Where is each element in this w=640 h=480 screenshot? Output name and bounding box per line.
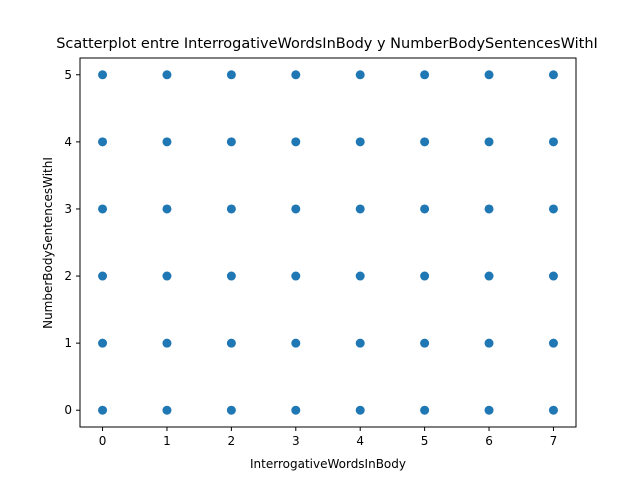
- data-point: [162, 338, 172, 348]
- data-point: [420, 271, 430, 281]
- data-point: [355, 137, 365, 147]
- data-point: [162, 271, 172, 281]
- data-point: [355, 405, 365, 415]
- data-point: [226, 70, 236, 80]
- y-tick-label: 3: [64, 202, 72, 216]
- y-axis-label: NumberBodySentencesWithI: [41, 157, 55, 329]
- y-tick-label: 1: [64, 336, 72, 350]
- data-point: [548, 70, 558, 80]
- y-tick-label: 2: [64, 269, 72, 283]
- data-point: [162, 204, 172, 214]
- data-point: [484, 137, 494, 147]
- data-point: [226, 338, 236, 348]
- data-point: [548, 204, 558, 214]
- y-tick-label: 5: [64, 68, 72, 82]
- data-point: [226, 405, 236, 415]
- data-point: [162, 70, 172, 80]
- data-point: [291, 204, 301, 214]
- data-point: [420, 405, 430, 415]
- x-tick-label: 0: [99, 434, 107, 448]
- data-point: [548, 405, 558, 415]
- data-point: [355, 204, 365, 214]
- data-point: [226, 204, 236, 214]
- data-point: [98, 271, 108, 281]
- data-point: [162, 137, 172, 147]
- x-axis-label: InterrogativeWordsInBody: [250, 457, 406, 471]
- x-tick-label: 5: [421, 434, 429, 448]
- data-point: [291, 271, 301, 281]
- x-tick-label: 6: [485, 434, 493, 448]
- data-point: [98, 204, 108, 214]
- data-point: [420, 338, 430, 348]
- x-tick-label: 4: [356, 434, 364, 448]
- data-point: [548, 338, 558, 348]
- data-point: [420, 204, 430, 214]
- data-point: [291, 338, 301, 348]
- data-point: [484, 338, 494, 348]
- data-point: [484, 204, 494, 214]
- data-point: [291, 405, 301, 415]
- chart-title: Scatterplot entre InterrogativeWordsInBo…: [56, 36, 598, 52]
- y-axis-ticks: 0 1 2 3 4 5: [64, 68, 80, 417]
- data-point: [162, 405, 172, 415]
- data-point: [98, 338, 108, 348]
- data-point: [355, 338, 365, 348]
- y-tick-label: 4: [64, 135, 72, 149]
- x-axis-ticks: 0 1 2 3 4 5 6 7: [99, 427, 558, 448]
- data-point: [291, 70, 301, 80]
- x-tick-label: 1: [163, 434, 171, 448]
- points-layer: [98, 70, 558, 415]
- data-point: [548, 271, 558, 281]
- x-tick-label: 7: [550, 434, 558, 448]
- data-point: [420, 137, 430, 147]
- data-point: [226, 137, 236, 147]
- data-point: [98, 405, 108, 415]
- x-tick-label: 3: [292, 434, 300, 448]
- plot-frame: [79, 57, 577, 428]
- data-point: [420, 70, 430, 80]
- data-point: [98, 70, 108, 80]
- data-point: [484, 70, 494, 80]
- data-point: [226, 271, 236, 281]
- data-point: [548, 137, 558, 147]
- data-point: [98, 137, 108, 147]
- data-point: [484, 405, 494, 415]
- data-point: [484, 271, 494, 281]
- y-tick-label: 0: [64, 403, 72, 417]
- data-point: [291, 137, 301, 147]
- data-point: [355, 271, 365, 281]
- data-point: [355, 70, 365, 80]
- x-tick-label: 2: [228, 434, 236, 448]
